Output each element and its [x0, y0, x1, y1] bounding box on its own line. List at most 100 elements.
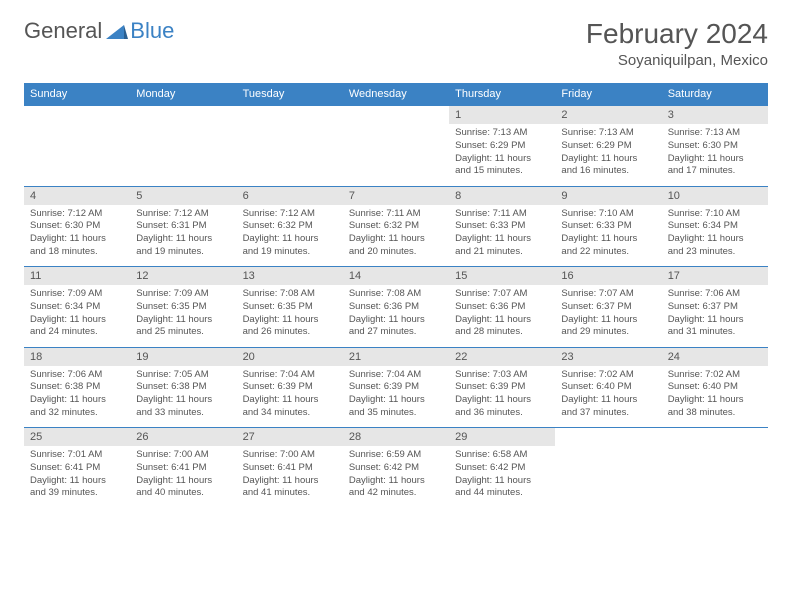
sunrise-text: Sunrise: 7:12 AM — [136, 208, 230, 221]
sunrise-text: Sunrise: 7:04 AM — [243, 369, 337, 382]
daylight-text: Daylight: 11 hours and 40 minutes. — [136, 475, 230, 501]
day-content-row: Sunrise: 7:12 AMSunset: 6:30 PMDaylight:… — [24, 205, 768, 267]
sunrise-text: Sunrise: 7:13 AM — [668, 127, 762, 140]
day-number-cell: 27 — [237, 428, 343, 447]
day-number-cell — [237, 106, 343, 125]
daylight-text: Daylight: 11 hours and 38 minutes. — [668, 394, 762, 420]
month-title: February 2024 — [586, 18, 768, 50]
day-content-cell: Sunrise: 7:02 AMSunset: 6:40 PMDaylight:… — [662, 366, 768, 428]
day-number-cell: 22 — [449, 347, 555, 366]
day-number-cell: 19 — [130, 347, 236, 366]
header: General Blue February 2024 Soyaniquilpan… — [24, 18, 768, 69]
sunset-text: Sunset: 6:41 PM — [30, 462, 124, 475]
day-number-cell: 14 — [343, 267, 449, 286]
sunset-text: Sunset: 6:39 PM — [349, 381, 443, 394]
sunrise-text: Sunrise: 7:12 AM — [243, 208, 337, 221]
day-number-row: 45678910 — [24, 186, 768, 205]
day-number-cell: 17 — [662, 267, 768, 286]
day-header: Monday — [130, 83, 236, 106]
day-number-cell: 10 — [662, 186, 768, 205]
day-number-cell: 11 — [24, 267, 130, 286]
day-number-cell: 25 — [24, 428, 130, 447]
sunset-text: Sunset: 6:34 PM — [30, 301, 124, 314]
day-number-cell: 26 — [130, 428, 236, 447]
title-block: February 2024 Soyaniquilpan, Mexico — [586, 18, 768, 69]
logo: General Blue — [24, 18, 174, 44]
day-number-cell: 12 — [130, 267, 236, 286]
day-content-cell: Sunrise: 7:06 AMSunset: 6:38 PMDaylight:… — [24, 366, 130, 428]
sunset-text: Sunset: 6:35 PM — [136, 301, 230, 314]
sunset-text: Sunset: 6:33 PM — [455, 220, 549, 233]
day-content-cell: Sunrise: 7:10 AMSunset: 6:34 PMDaylight:… — [662, 205, 768, 267]
daylight-text: Daylight: 11 hours and 20 minutes. — [349, 233, 443, 259]
sunset-text: Sunset: 6:38 PM — [30, 381, 124, 394]
daylight-text: Daylight: 11 hours and 21 minutes. — [455, 233, 549, 259]
logo-triangle-icon — [106, 23, 128, 39]
sunset-text: Sunset: 6:42 PM — [349, 462, 443, 475]
sunrise-text: Sunrise: 6:59 AM — [349, 449, 443, 462]
day-number-row: 11121314151617 — [24, 267, 768, 286]
day-number-cell: 4 — [24, 186, 130, 205]
day-content-cell — [343, 124, 449, 186]
day-header: Sunday — [24, 83, 130, 106]
sunrise-text: Sunrise: 7:03 AM — [455, 369, 549, 382]
day-content-cell: Sunrise: 7:05 AMSunset: 6:38 PMDaylight:… — [130, 366, 236, 428]
day-number-cell: 8 — [449, 186, 555, 205]
day-content-cell: Sunrise: 7:12 AMSunset: 6:30 PMDaylight:… — [24, 205, 130, 267]
sunset-text: Sunset: 6:41 PM — [136, 462, 230, 475]
sunset-text: Sunset: 6:36 PM — [455, 301, 549, 314]
day-header: Friday — [555, 83, 661, 106]
sunset-text: Sunset: 6:37 PM — [668, 301, 762, 314]
daylight-text: Daylight: 11 hours and 44 minutes. — [455, 475, 549, 501]
daylight-text: Daylight: 11 hours and 41 minutes. — [243, 475, 337, 501]
day-number-cell: 20 — [237, 347, 343, 366]
day-content-row: Sunrise: 7:13 AMSunset: 6:29 PMDaylight:… — [24, 124, 768, 186]
day-number-cell: 5 — [130, 186, 236, 205]
day-content-cell: Sunrise: 7:08 AMSunset: 6:36 PMDaylight:… — [343, 285, 449, 347]
daylight-text: Daylight: 11 hours and 35 minutes. — [349, 394, 443, 420]
day-number-cell: 9 — [555, 186, 661, 205]
sunrise-text: Sunrise: 7:07 AM — [455, 288, 549, 301]
day-number-cell: 13 — [237, 267, 343, 286]
day-content-row: Sunrise: 7:09 AMSunset: 6:34 PMDaylight:… — [24, 285, 768, 347]
daylight-text: Daylight: 11 hours and 31 minutes. — [668, 314, 762, 340]
day-header: Tuesday — [237, 83, 343, 106]
sunrise-text: Sunrise: 7:08 AM — [349, 288, 443, 301]
sunset-text: Sunset: 6:35 PM — [243, 301, 337, 314]
sunrise-text: Sunrise: 7:06 AM — [668, 288, 762, 301]
sunset-text: Sunset: 6:33 PM — [561, 220, 655, 233]
sunrise-text: Sunrise: 7:11 AM — [349, 208, 443, 221]
sunset-text: Sunset: 6:36 PM — [349, 301, 443, 314]
day-number-cell: 23 — [555, 347, 661, 366]
day-header: Wednesday — [343, 83, 449, 106]
sunrise-text: Sunrise: 7:06 AM — [30, 369, 124, 382]
logo-text-general: General — [24, 18, 102, 44]
day-content-cell: Sunrise: 7:12 AMSunset: 6:32 PMDaylight:… — [237, 205, 343, 267]
day-content-row: Sunrise: 7:06 AMSunset: 6:38 PMDaylight:… — [24, 366, 768, 428]
daylight-text: Daylight: 11 hours and 39 minutes. — [30, 475, 124, 501]
daylight-text: Daylight: 11 hours and 33 minutes. — [136, 394, 230, 420]
sunrise-text: Sunrise: 7:01 AM — [30, 449, 124, 462]
daylight-text: Daylight: 11 hours and 28 minutes. — [455, 314, 549, 340]
sunset-text: Sunset: 6:40 PM — [561, 381, 655, 394]
day-content-cell: Sunrise: 7:04 AMSunset: 6:39 PMDaylight:… — [237, 366, 343, 428]
day-number-cell: 18 — [24, 347, 130, 366]
day-number-cell: 2 — [555, 106, 661, 125]
day-header-row: SundayMondayTuesdayWednesdayThursdayFrid… — [24, 83, 768, 106]
day-content-cell: Sunrise: 7:00 AMSunset: 6:41 PMDaylight:… — [130, 446, 236, 508]
day-content-cell: Sunrise: 7:13 AMSunset: 6:29 PMDaylight:… — [555, 124, 661, 186]
sunset-text: Sunset: 6:32 PM — [349, 220, 443, 233]
day-number-cell: 15 — [449, 267, 555, 286]
day-number-cell — [130, 106, 236, 125]
day-content-row: Sunrise: 7:01 AMSunset: 6:41 PMDaylight:… — [24, 446, 768, 508]
day-content-cell: Sunrise: 7:09 AMSunset: 6:34 PMDaylight:… — [24, 285, 130, 347]
sunrise-text: Sunrise: 7:05 AM — [136, 369, 230, 382]
day-content-cell: Sunrise: 7:08 AMSunset: 6:35 PMDaylight:… — [237, 285, 343, 347]
daylight-text: Daylight: 11 hours and 26 minutes. — [243, 314, 337, 340]
logo-text-blue: Blue — [130, 18, 174, 44]
sunset-text: Sunset: 6:40 PM — [668, 381, 762, 394]
location: Soyaniquilpan, Mexico — [586, 52, 768, 69]
daylight-text: Daylight: 11 hours and 32 minutes. — [30, 394, 124, 420]
sunrise-text: Sunrise: 7:00 AM — [243, 449, 337, 462]
day-content-cell: Sunrise: 7:02 AMSunset: 6:40 PMDaylight:… — [555, 366, 661, 428]
